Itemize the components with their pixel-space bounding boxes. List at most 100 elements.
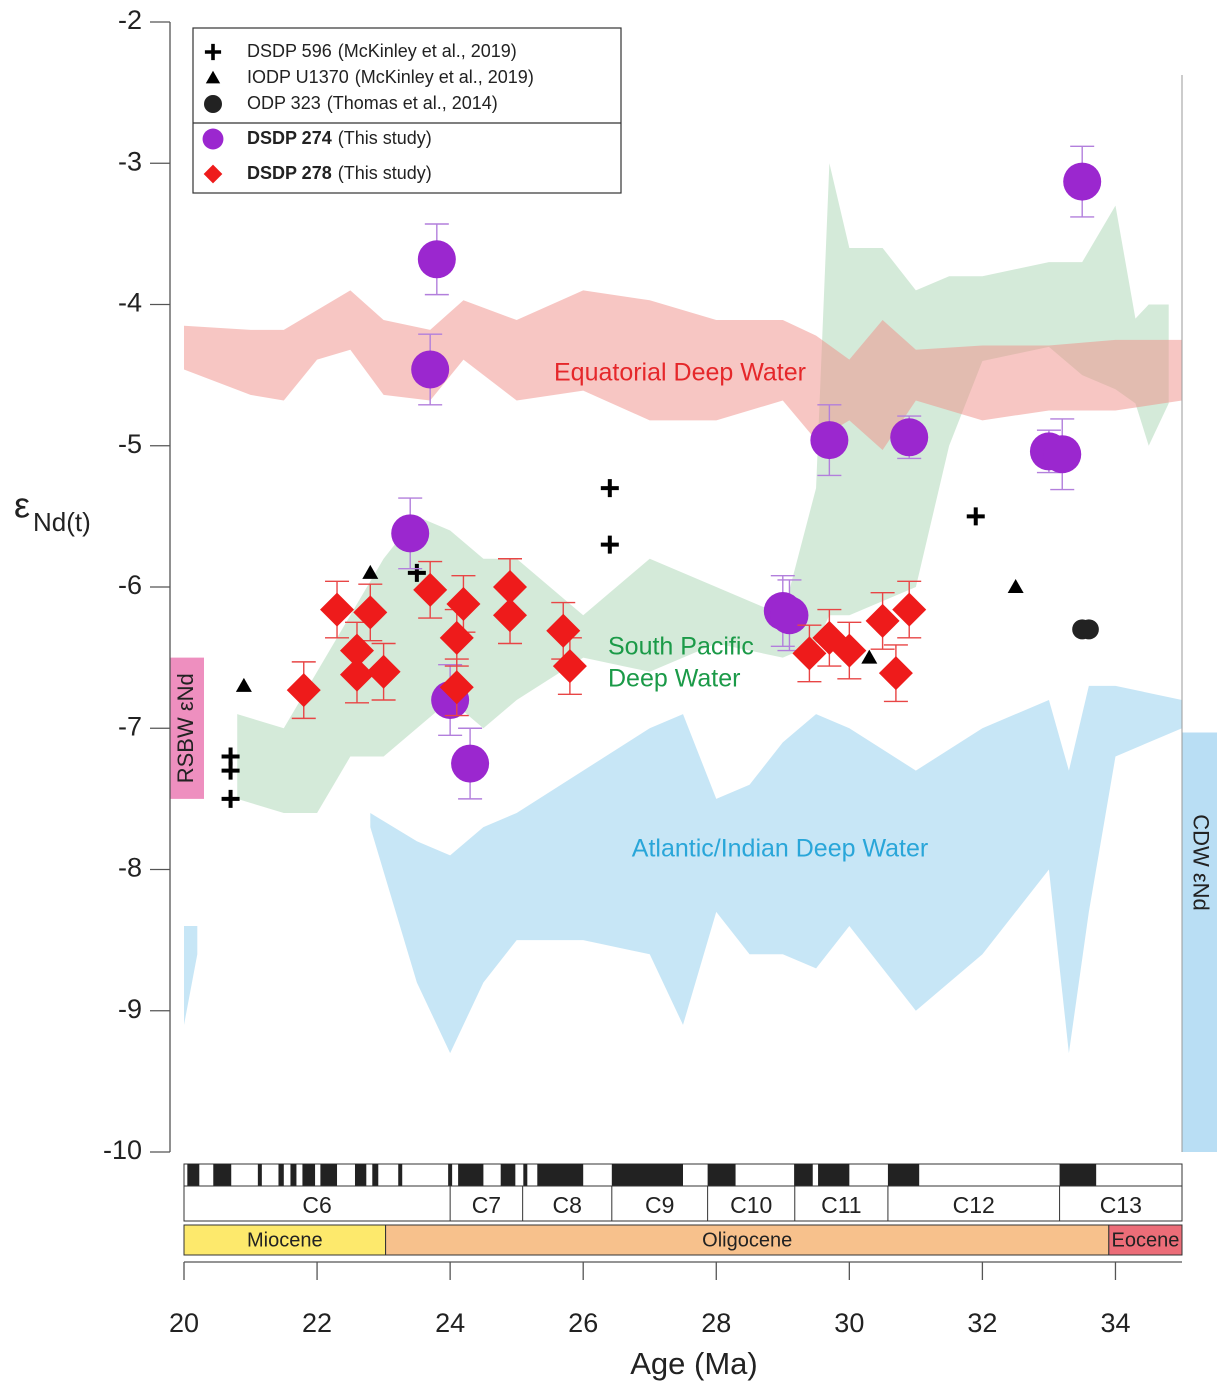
diamond-marker [413,572,448,607]
diamond-marker [286,673,321,708]
plus-marker [600,479,619,498]
legend-suffix: (McKinley et al., 2019) [338,41,517,61]
legend-suffix: (McKinley et al., 2019) [355,67,534,87]
circle-marker [451,744,490,783]
circle-marker [204,95,222,113]
chron-label: C7 [472,1192,501,1218]
epoch-label: Oligocene [702,1229,792,1251]
normal-polarity-block [611,1164,683,1186]
diamond-marker [366,654,401,689]
circle-marker [1078,619,1099,640]
normal-polarity-block [278,1164,284,1186]
reference-bar [170,657,204,799]
plus-stroke [600,535,619,554]
circle-marker [810,421,849,460]
diamond-marker [832,633,867,668]
chron-label: C13 [1100,1192,1142,1218]
circle-marker [890,418,929,457]
diamond-marker [878,656,913,691]
legend-label: DSDP 274 (This study) [247,128,432,148]
legend-label: IODP U1370 (McKinley et al., 2019) [247,67,534,87]
circle-marker [1063,162,1102,201]
normal-polarity-block [707,1164,736,1186]
normal-polarity-block [887,1164,920,1186]
plus-stroke [407,563,426,582]
x-axis-label: Age (Ma) [630,1346,757,1381]
y-tick-label: -7 [118,711,142,741]
legend-name: DSDP 596 [247,41,332,61]
diamond-marker [892,592,927,627]
plus-marker [966,507,985,526]
legend-suffix: (This study) [338,128,432,148]
diamond-marker [493,570,528,604]
y-axis-label-subscript: Nd(t) [33,507,91,537]
normal-polarity-block [372,1164,379,1186]
diamond-marker [446,586,481,621]
diamond-marker [339,657,374,692]
plus-marker [204,43,222,61]
chron-label: C9 [645,1192,674,1218]
plus-stroke [204,43,222,61]
plus-stroke [966,507,985,526]
circle-marker [417,240,456,279]
normal-polarity-block [290,1164,297,1186]
water-mass-band [237,163,1169,813]
normal-polarity-block [458,1164,484,1186]
epoch-label: Miocene [247,1229,323,1251]
water-mass-band [184,685,1182,1054]
circle-marker [1043,435,1082,474]
x-tick-label: 24 [435,1308,465,1338]
legend-suffix: (Thomas et al., 2014) [327,93,498,113]
reference-bar-label: RSBW εNd [173,673,198,783]
x-tick-label: 30 [834,1308,864,1338]
triangle-marker [205,70,221,84]
y-tick-label: -8 [118,853,142,883]
y-tick-label: -6 [118,570,142,600]
band-label: Equatorial Deep Water [554,359,806,387]
legend-suffix: (This study) [338,163,432,183]
chron-row [183,1185,1183,1222]
epoch [1108,1224,1183,1256]
diamond-marker [339,633,374,668]
epoch-label: Eocene [1111,1229,1179,1251]
triangle-marker [235,677,252,692]
plus-marker [600,535,619,554]
y-axis-label: ε [14,485,30,526]
legend-label: DSDP 278 (This study) [247,163,432,183]
legend-name: DSDP 278 [247,163,332,183]
plus-stroke [600,479,619,498]
circle-marker [770,596,809,635]
normal-polarity-block [1059,1164,1097,1186]
normal-polarity-block [187,1164,200,1186]
normal-polarity-block [523,1164,528,1186]
y-tick-label: -4 [118,288,142,318]
normal-polarity-block [257,1164,262,1186]
x-tick-label: 32 [967,1308,997,1338]
diamond-marker [493,598,528,633]
epoch [183,1224,387,1256]
normal-polarity-block [818,1164,850,1186]
normal-polarity-block [302,1164,316,1186]
diamond-marker [439,620,474,655]
water-mass-band [184,290,1182,450]
chron-label: C10 [730,1192,772,1218]
x-tick-label: 34 [1100,1308,1130,1338]
legend: DSDP 596 (McKinley et al., 2019)IODP U137… [192,27,622,194]
y-tick-label: -10 [103,1135,142,1165]
diamond-marker [439,670,474,705]
normal-polarity-block [500,1164,516,1186]
legend-label: ODP 323 (Thomas et al., 2014) [247,93,498,113]
legend-name: DSDP 274 [247,128,332,148]
diamond-marker [552,649,587,684]
circle-marker [411,350,450,389]
reference-bar [1182,732,1217,1152]
normal-polarity-block [398,1164,403,1186]
legend-box [192,27,622,194]
chron-label: C8 [553,1192,582,1218]
epoch [385,1224,1110,1256]
triangle-marker [861,649,878,664]
legend-label: DSDP 596 (McKinley et al., 2019) [247,41,517,61]
circle-marker [391,514,430,553]
x-tick-label: 22 [302,1308,332,1338]
